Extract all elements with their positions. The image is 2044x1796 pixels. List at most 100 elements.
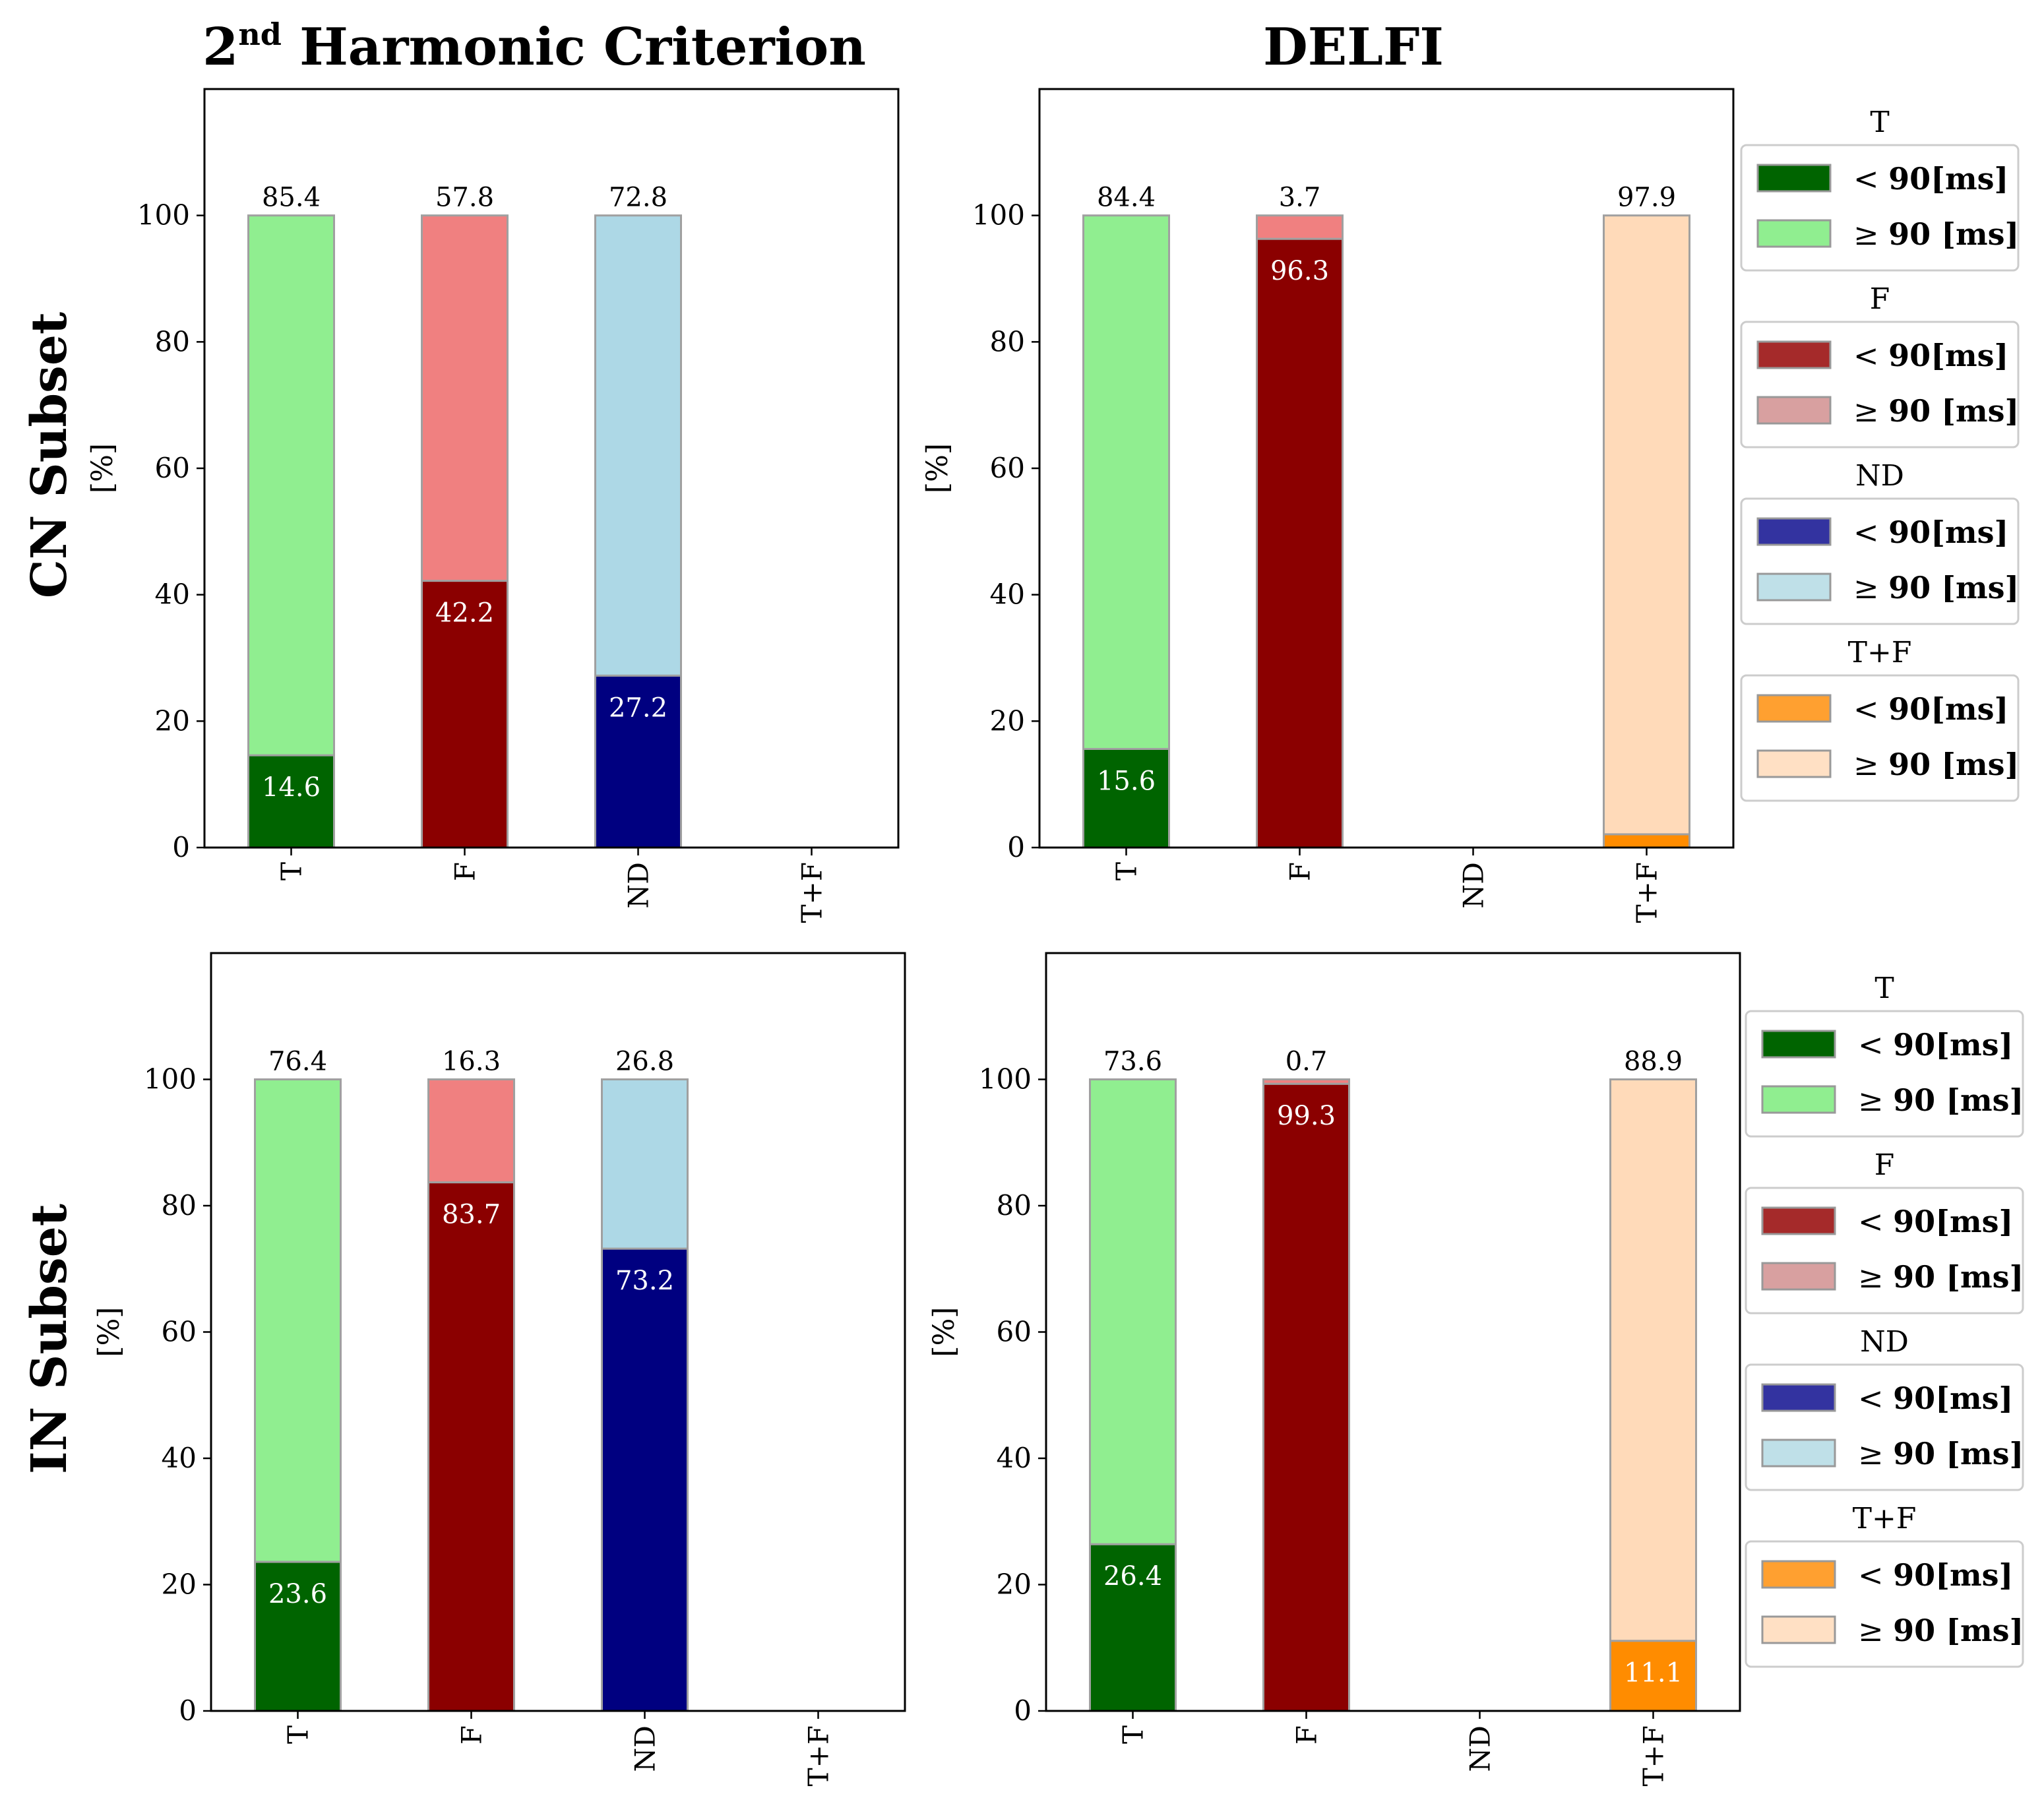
y-tick-label: 0 (172, 831, 190, 863)
y-tick-label: 80 (990, 325, 1025, 357)
bar-above-90ms-T (249, 216, 334, 755)
bar-below-90ms-F (1264, 1084, 1349, 1711)
legend-swatch-above-F (1762, 1263, 1835, 1289)
legend-label-above-T+F: ≥ 90 [ms] (1853, 747, 2019, 782)
x-tick-label-F: F (449, 862, 481, 881)
bar-below-90ms-T+F (1604, 834, 1690, 848)
top-data-label-T: 84.4 (1097, 183, 1156, 213)
legend-title-T: T (1874, 972, 1894, 1005)
legend-column-1: T < 90[ms] ≥ 90 [ms] F < 90[ms] ≥ 90 [ms] ND < … (1741, 106, 2019, 801)
top-data-label-ND: 72.8 (609, 183, 667, 213)
legend-title-ND: ND (1860, 1325, 1909, 1359)
legend-label-above-ND: ≥ 90 [ms] (1853, 570, 2019, 605)
legend-title-T: T (1870, 106, 1889, 139)
y-tick-label: 100 (979, 1063, 1032, 1096)
legend-swatch-below-ND (1762, 1384, 1835, 1411)
bar-above-90ms-T (255, 1080, 341, 1563)
y-tick-label: 0 (179, 1694, 197, 1727)
x-tick-label-ND: ND (1464, 1725, 1497, 1772)
legend-swatch-below-T (1758, 165, 1830, 191)
y-tick-label: 0 (1014, 1694, 1032, 1727)
x-tick-label-T+F: T+F (1638, 1725, 1670, 1786)
legend-label-above-T: ≥ 90 [ms] (1858, 1082, 2024, 1118)
legend-label-below-F: < 90[ms] (1858, 1204, 2013, 1239)
top-data-label-ND: 26.8 (615, 1047, 674, 1077)
row-title-in-subset: IN Subset (21, 1204, 78, 1474)
top-data-label-T: 85.4 (262, 183, 321, 213)
y-tick-label: 40 (997, 1442, 1032, 1474)
y-tick-label: 40 (990, 578, 1025, 611)
bottom-data-label-ND: 27.2 (609, 693, 667, 723)
top-data-label-T: 73.6 (1103, 1047, 1162, 1077)
y-tick-label: 80 (155, 325, 190, 357)
legend-label-above-F: ≥ 90 [ms] (1853, 393, 2019, 429)
x-tick-label-F: F (1284, 862, 1316, 881)
legend-label-below-ND: < 90[ms] (1858, 1380, 2013, 1416)
x-tick-label-ND: ND (623, 862, 655, 908)
bottom-data-label-T+F: 11.1 (1624, 1658, 1683, 1688)
bar-below-90ms-F (1257, 239, 1343, 848)
y-axis-label: [%] (921, 443, 954, 493)
y-tick-label: 60 (155, 452, 190, 484)
y-tick-label: 80 (162, 1189, 197, 1222)
legend-label-below-F: < 90[ms] (1853, 338, 2008, 373)
legend-title-F: F (1870, 282, 1890, 316)
y-tick-label: 60 (997, 1316, 1032, 1348)
y-tick-label: 60 (990, 452, 1025, 484)
column-title-delfi: DELFI (1263, 17, 1444, 77)
x-tick-label-ND: ND (629, 1725, 662, 1772)
legend-label-above-T+F: ≥ 90 [ms] (1858, 1613, 2024, 1648)
y-tick-label: 20 (155, 704, 190, 737)
legend-swatch-above-ND (1758, 574, 1830, 600)
top-data-label-T+F: 97.9 (1617, 183, 1676, 213)
bottom-data-label-T: 26.4 (1103, 1561, 1162, 1592)
top-data-label-T+F: 88.9 (1624, 1047, 1683, 1077)
x-tick-label-F: F (1291, 1725, 1323, 1745)
x-tick-label-T: T (1117, 1725, 1150, 1744)
top-data-label-F: 57.8 (435, 183, 494, 213)
legend-swatch-above-T+F (1762, 1617, 1835, 1643)
y-tick-label: 20 (990, 704, 1025, 737)
bar-above-90ms-T (1090, 1080, 1176, 1545)
legend-title-F: F (1874, 1148, 1895, 1182)
figure: 2nd Harmonic Criterion DELFICN SubsetIN S… (0, 0, 2044, 1796)
y-tick-label: 40 (162, 1442, 197, 1474)
x-tick-label-T: T (282, 1725, 315, 1744)
y-tick-label: 40 (155, 578, 190, 611)
top-data-label-T: 76.4 (268, 1047, 327, 1077)
y-axis-label: [%] (86, 443, 119, 493)
top-data-label-F: 16.3 (442, 1047, 501, 1077)
legend-label-below-T: < 90[ms] (1853, 161, 2008, 197)
bar-above-90ms-F (429, 1080, 514, 1183)
y-tick-label: 0 (1007, 831, 1025, 863)
chart-panel-2: 84.4 15.6 T 3.7 96.3 F ND 97.9 T+F 0 20 40 60 80 100 [%… (921, 89, 1733, 923)
legend-label-below-ND: < 90[ms] (1853, 514, 2008, 550)
legend-swatch-below-F (1762, 1208, 1835, 1234)
legend-swatch-above-T (1762, 1086, 1835, 1113)
y-tick-label: 20 (997, 1568, 1032, 1601)
y-axis-label: [%] (927, 1307, 961, 1357)
chart-panel-4: 73.626.4T0.799.3F ND88.911.1T+F0204060801… (927, 953, 1740, 1786)
legend-label-above-F: ≥ 90 [ms] (1858, 1259, 2024, 1295)
bar-above-90ms-ND (602, 1080, 688, 1249)
legend-swatch-above-T+F (1758, 751, 1830, 777)
y-tick-label: 100 (972, 199, 1025, 232)
column-title-2nd-harmonic: 2nd Harmonic Criterion (202, 16, 866, 77)
legend-swatch-below-ND (1758, 518, 1830, 545)
chart-panel-3: 76.423.6T16.383.7F26.873.2ND T+F020406080… (92, 953, 905, 1786)
top-data-label-F: 0.7 (1285, 1047, 1328, 1077)
bottom-data-label-F: 42.2 (435, 598, 494, 629)
legend-label-below-T: < 90[ms] (1858, 1027, 2013, 1063)
bar-above-90ms-T (1084, 216, 1169, 749)
legend-label-above-T: ≥ 90 [ms] (1853, 216, 2019, 252)
x-tick-label-F: F (456, 1725, 488, 1745)
bar-below-90ms-T (1084, 749, 1169, 848)
x-tick-label-T: T (276, 862, 308, 881)
legend-title-T+F: T+F (1848, 636, 1912, 669)
bar-above-90ms-F (422, 216, 508, 581)
bottom-data-label-T: 23.6 (268, 1579, 327, 1609)
bar-above-90ms-F (1257, 216, 1343, 239)
y-tick-label: 100 (137, 199, 190, 232)
bottom-data-label-F: 99.3 (1277, 1101, 1336, 1131)
bar-below-90ms-ND (602, 1249, 688, 1711)
